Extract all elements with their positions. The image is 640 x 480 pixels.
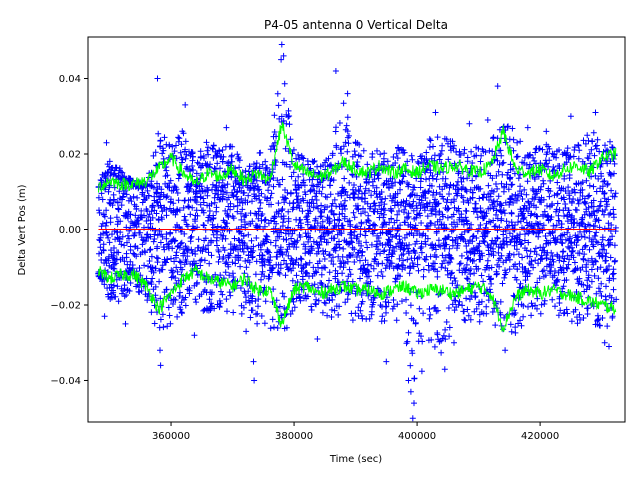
plot-area — [95, 41, 620, 422]
x-tick-label: 400000 — [398, 431, 436, 442]
chart-title: P4-05 antenna 0 Vertical Delta — [264, 18, 448, 32]
y-tick-label: −0.02 — [50, 300, 81, 311]
plot-content — [95, 41, 620, 422]
axes: 360000 380000 400000 420000 −0.04 −0.02 0.00 0.… — [50, 36, 626, 442]
y-tick-label: 0.02 — [59, 150, 81, 161]
x-tick-label: 380000 — [275, 431, 313, 442]
x-tick-label: 360000 — [152, 431, 190, 442]
y-tick-label: 0.00 — [59, 225, 81, 236]
y-tick-label: 0.04 — [59, 74, 81, 85]
x-axis-title: Time (sec) — [329, 454, 382, 465]
series-line-2 — [98, 263, 617, 333]
series-line-1 — [98, 121, 617, 193]
y-axis-title: Delta Vert Pos (m) — [17, 184, 28, 275]
y-tick-label: −0.04 — [50, 376, 81, 387]
x-tick-label: 420000 — [521, 431, 559, 442]
